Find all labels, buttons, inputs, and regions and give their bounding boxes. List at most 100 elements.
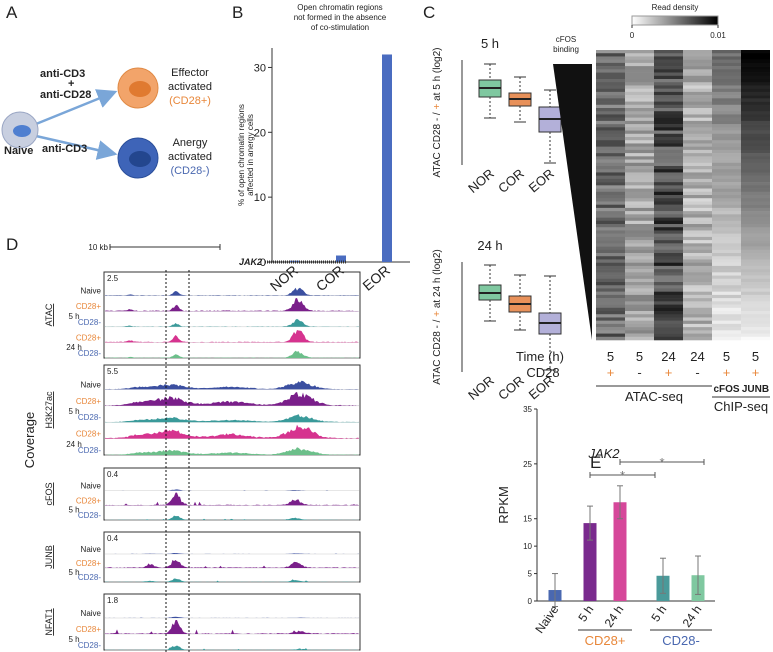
heatmap-row	[683, 298, 712, 302]
heatmap-row	[625, 217, 654, 222]
heatmap-row	[741, 120, 770, 125]
row-label: Time (h)	[516, 349, 564, 364]
heatmap-row	[712, 278, 741, 283]
heatmap-row	[625, 288, 654, 292]
heatmap-row	[712, 117, 741, 122]
heatmap-row	[625, 178, 654, 183]
order-label: binding	[553, 45, 579, 54]
y-axis-label: RPKM	[496, 486, 511, 524]
heatmap-row	[683, 127, 712, 131]
heatmap-row	[741, 211, 770, 215]
heatmap-row	[596, 327, 625, 331]
heatmap-row	[596, 143, 625, 147]
significance: *	[659, 455, 664, 470]
heatmap-row	[596, 172, 625, 176]
heatmap-row	[596, 82, 625, 86]
coverage-track	[105, 329, 359, 343]
heatmap-row	[596, 224, 625, 228]
heatmap-row	[741, 224, 770, 228]
heatmap-row	[683, 195, 712, 199]
heatmap-row	[683, 278, 712, 283]
track-name: NFAT1	[44, 608, 54, 635]
heatmap-row	[712, 185, 741, 189]
heatmap-row	[683, 262, 712, 267]
heatmap-row	[741, 104, 770, 109]
heatmap-row	[654, 59, 683, 64]
heatmap-row	[712, 95, 741, 99]
heatmap-row	[712, 104, 741, 109]
heatmap-row	[596, 265, 625, 270]
heatmap-row	[654, 56, 683, 60]
heatmap-row	[741, 256, 770, 260]
heatmap-row	[712, 50, 741, 54]
heatmap-row	[741, 101, 770, 106]
y-tick-label: 35	[523, 405, 532, 414]
heatmap-row	[683, 66, 712, 70]
heatmap-row	[625, 259, 654, 263]
heatmap-row	[654, 217, 683, 222]
heatmap-row	[683, 227, 712, 231]
track-box	[103, 593, 361, 651]
heatmap-row	[712, 201, 741, 205]
heatmap-row	[596, 330, 625, 334]
heatmap-row	[596, 278, 625, 283]
track-scale: 1.8	[107, 596, 119, 605]
heatmap-row	[712, 133, 741, 138]
heatmap-row	[625, 91, 654, 96]
heatmap-row	[654, 291, 683, 296]
heatmap-row	[741, 288, 770, 292]
heatmap-row	[625, 230, 654, 234]
heatmap-row	[683, 72, 712, 77]
heatmap-row	[683, 153, 712, 157]
heatmap-row	[625, 298, 654, 302]
coverage-track	[105, 380, 359, 390]
heatmap-row	[654, 82, 683, 86]
heatmap-row	[741, 50, 770, 54]
heatmap-row	[712, 137, 741, 141]
heatmap-row	[654, 95, 683, 99]
heatmap-row	[712, 69, 741, 73]
row-label: CD28-	[78, 413, 101, 422]
heatmap-row	[712, 301, 741, 305]
heatmap-row	[625, 269, 654, 273]
heatmap-row	[596, 114, 625, 118]
track-scale: 5.5	[107, 367, 119, 376]
heatmap-row	[683, 265, 712, 270]
heatmap-row	[596, 230, 625, 234]
heatmap-row	[654, 249, 683, 254]
heatmap-row	[625, 188, 654, 193]
heatmap-row	[712, 146, 741, 151]
heatmap-row	[625, 301, 654, 305]
bar	[336, 255, 346, 262]
stim-label: anti-CD3	[42, 143, 87, 155]
heatmap-row	[596, 269, 625, 273]
heatmap-row	[625, 146, 654, 151]
heatmap-row	[741, 114, 770, 118]
cell-label: (CD28-)	[170, 165, 209, 177]
track-name: H3K27ac	[44, 391, 54, 429]
heatmap-row	[625, 220, 654, 225]
heatmap-row	[596, 108, 625, 112]
heatmap-row	[683, 101, 712, 106]
panel-letter: A	[6, 3, 18, 22]
heatmap-row	[596, 333, 625, 338]
heatmap-row	[741, 127, 770, 131]
heatmap-row	[683, 178, 712, 183]
heatmap-row	[741, 82, 770, 86]
heatmap-row	[654, 140, 683, 144]
heatmap-row	[683, 50, 712, 54]
heatmap-row	[625, 195, 654, 199]
heatmap-row	[654, 127, 683, 131]
heatmap-row	[654, 88, 683, 93]
time-label: 24 h	[66, 343, 82, 352]
heatmap-row	[741, 214, 770, 218]
heatmap-row	[654, 146, 683, 151]
heatmap-row	[625, 304, 654, 309]
heatmap-row	[712, 140, 741, 144]
heatmap-row	[596, 50, 625, 54]
heatmap-row	[683, 185, 712, 189]
track-name: cFOS	[44, 482, 54, 505]
heatmap-row	[683, 230, 712, 234]
heatmap-row	[741, 272, 770, 276]
heatmap-row	[625, 330, 654, 334]
